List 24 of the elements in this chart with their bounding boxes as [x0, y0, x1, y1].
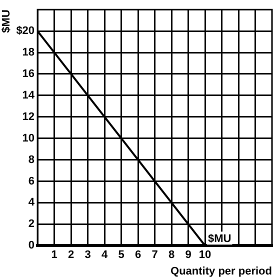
y-tick-label: 8	[28, 154, 35, 166]
y-tick-label: 18	[22, 46, 35, 59]
y-tick-label: 4	[28, 196, 36, 209]
x-tick-label: 3	[84, 249, 91, 262]
y-tick-label: 16	[22, 68, 35, 80]
x-axis-title: Quantity per period	[170, 265, 272, 278]
x-tick-label: 6	[134, 249, 142, 262]
y-tick-label: 2	[28, 218, 35, 230]
x-tick-label: 4	[101, 249, 108, 262]
x-tick-label: 5	[118, 249, 124, 262]
x-tick-label: 8	[168, 249, 175, 262]
x-tick-label: 9	[185, 249, 192, 262]
y-tick-label: 6	[28, 175, 35, 188]
y-tick-label: 10	[22, 132, 35, 144]
y-tick-label: 12	[22, 110, 35, 123]
x-tick-label: 2	[68, 249, 74, 262]
y-tick-label: $20	[16, 25, 35, 38]
x-tick-label: 7	[152, 249, 158, 262]
x-tick-label: 10	[198, 249, 212, 262]
y-axis-title: $MU	[0, 10, 13, 33]
x-tick-label: 1	[51, 249, 58, 262]
y-tick-label: 0	[28, 240, 35, 252]
series-label: $MU	[208, 233, 232, 246]
y-tick-label: 14	[22, 89, 36, 102]
